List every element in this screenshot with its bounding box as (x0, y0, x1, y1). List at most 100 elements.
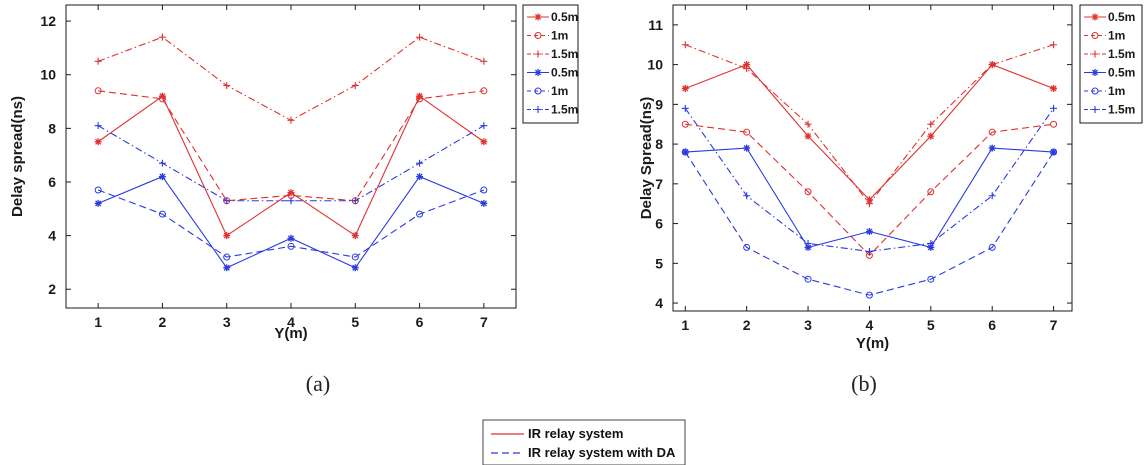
legend-marker (534, 50, 542, 58)
data-point (743, 144, 751, 152)
data-point (94, 199, 102, 207)
x-tick-label: 7 (480, 314, 488, 330)
y-axis-label: Delay spread(ns) (9, 96, 26, 217)
y-tick-label: 7 (655, 176, 663, 192)
data-point (416, 33, 424, 41)
legend-label: 0.5m (551, 66, 578, 80)
legend: 0.5m 1m 1.5m 0.5m 1m 1.5m (522, 4, 579, 124)
legend-label: 1m (1108, 84, 1125, 98)
data-point (480, 122, 488, 130)
data-point (743, 61, 751, 69)
y-tick-label: 8 (48, 120, 56, 136)
legend-marker (1091, 32, 1099, 39)
series-line (97, 189, 485, 258)
data-point (94, 87, 102, 95)
legend-label: 0.5m (551, 10, 578, 24)
data-point (988, 192, 996, 200)
bottom-legend: IR relay system IR relay system with DA (482, 419, 686, 465)
x-tick-label: 6 (416, 314, 424, 330)
data-point (988, 128, 996, 136)
plot-area-frame (65, 4, 517, 309)
data-point (480, 57, 488, 65)
chart-b: 1 2 3 4 5 6 7 4 5 6 7 8 9 10 11 Y(m) Delay Spread(ns) 0.5… (638, 4, 1143, 352)
data-point (351, 197, 359, 205)
y-tick-label: 10 (40, 67, 56, 83)
y-tick-label: 11 (648, 17, 663, 33)
data-point (865, 228, 873, 236)
legend-label: 1m (1108, 29, 1125, 43)
legend-marker (1091, 106, 1099, 113)
data-point (1050, 120, 1058, 128)
series-red-0.5m (94, 92, 488, 240)
series-line (685, 44, 1054, 205)
data-point (287, 242, 295, 250)
data-point (1050, 148, 1058, 156)
legend-box (522, 4, 579, 124)
data-point (743, 192, 751, 200)
x-tick-label: 3 (804, 317, 812, 333)
data-point (416, 210, 424, 218)
bottom-legend-label-ir-relay-da: IR relay system with DA (528, 445, 676, 460)
data-point (1050, 148, 1058, 156)
series-blue-0.5m (94, 173, 488, 272)
data-point (416, 159, 424, 167)
x-tick-label: 6 (988, 317, 996, 333)
legend-box (1079, 4, 1143, 124)
x-tick-label: 2 (159, 314, 167, 330)
data-point (927, 239, 935, 247)
data-point (865, 200, 873, 208)
data-point (480, 199, 488, 207)
data-point (287, 197, 295, 205)
data-point (94, 186, 102, 194)
data-point (988, 61, 996, 69)
data-point (480, 186, 488, 194)
data-point (681, 104, 689, 112)
legend-marker (534, 32, 542, 39)
x-tick-label: 4 (866, 317, 874, 333)
data-point (158, 95, 166, 103)
data-point (988, 243, 996, 251)
data-point (158, 173, 166, 181)
data-point (158, 33, 166, 41)
data-point (804, 239, 812, 247)
caption-a: (a) (306, 371, 330, 396)
legend: 0.5m 1m 1.5m 0.5m 1m 1.5m (1079, 4, 1143, 124)
data-point (804, 275, 812, 283)
y-tick-label: 2 (48, 281, 56, 297)
data-point (865, 247, 873, 255)
y-axis-label: Delay Spread(ns) (638, 97, 655, 220)
data-point (416, 173, 424, 181)
series-blue-1.5m (681, 104, 1058, 255)
x-tick-label: 4 (287, 314, 295, 330)
x-tick-label: 7 (1050, 317, 1058, 333)
series-blue-1.5m (94, 122, 488, 205)
legend-marker (534, 13, 542, 21)
series-red-0.5m (681, 61, 1058, 204)
x-axis-label: Y(m) (856, 335, 889, 352)
series-red-1.5m (94, 33, 488, 124)
legend-marker (534, 87, 542, 95)
data-point (223, 81, 231, 89)
y-tick-label: 10 (647, 57, 663, 73)
series-line (684, 151, 1055, 296)
data-point (927, 120, 935, 128)
data-point (94, 57, 102, 65)
x-tick-label: 5 (927, 317, 935, 333)
data-point (1050, 41, 1058, 49)
data-point (480, 87, 488, 95)
data-point (480, 138, 488, 146)
data-point (94, 122, 102, 130)
legend-label: 0.5m (1108, 66, 1135, 80)
data-point (351, 253, 359, 261)
data-point (681, 84, 689, 92)
y-tick-label: 12 (40, 13, 56, 29)
y-tick-label: 4 (655, 295, 663, 311)
data-point (804, 188, 812, 196)
x-tick-label: 1 (94, 314, 102, 330)
series-red-1.5m (681, 41, 1058, 208)
data-point (804, 120, 812, 128)
data-point (927, 243, 935, 251)
data-point (927, 188, 935, 196)
data-point (681, 148, 689, 156)
data-point (223, 264, 231, 272)
